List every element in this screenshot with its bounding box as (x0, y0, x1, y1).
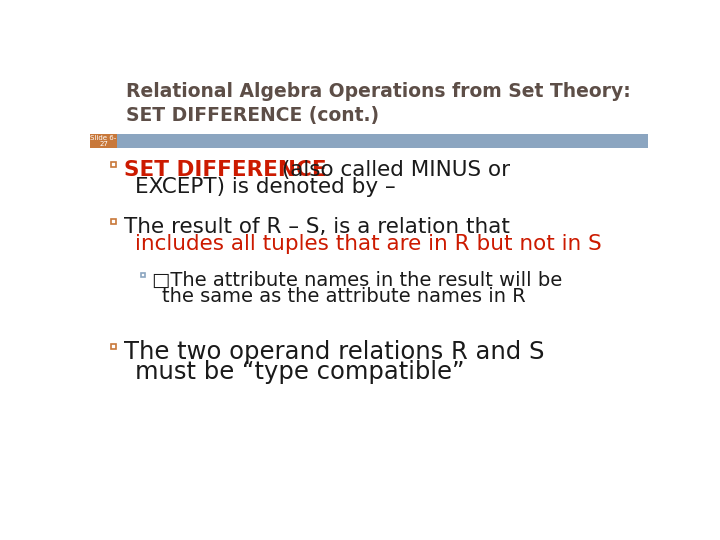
Bar (140, 273, 145, 277)
Bar (90, 134, 117, 148)
Text: must be “type compatible”: must be “type compatible” (135, 361, 464, 384)
Text: the same as the attribute names in R: the same as the attribute names in R (162, 287, 526, 306)
Text: EXCEPT) is denoted by –: EXCEPT) is denoted by – (135, 177, 395, 197)
Text: SET DIFFERENCE: SET DIFFERENCE (124, 160, 327, 180)
Text: includes all tuples that are in R but not in S: includes all tuples that are in R but no… (135, 234, 602, 254)
Text: Slide 6-
27: Slide 6- 27 (91, 135, 117, 147)
Bar (111, 344, 116, 349)
Bar (111, 219, 116, 225)
Text: The result of R – S, is a relation that: The result of R – S, is a relation that (124, 217, 510, 237)
Bar (111, 163, 116, 167)
Text: □The attribute names in the result will be: □The attribute names in the result will … (152, 271, 562, 290)
Bar (90, 134, 648, 148)
Text: The two operand relations R and S: The two operand relations R and S (124, 340, 544, 364)
Text: Relational Algebra Operations from Set Theory:
SET DIFFERENCE (cont.): Relational Algebra Operations from Set T… (127, 82, 631, 125)
Text: (also called MINUS or: (also called MINUS or (275, 160, 510, 180)
